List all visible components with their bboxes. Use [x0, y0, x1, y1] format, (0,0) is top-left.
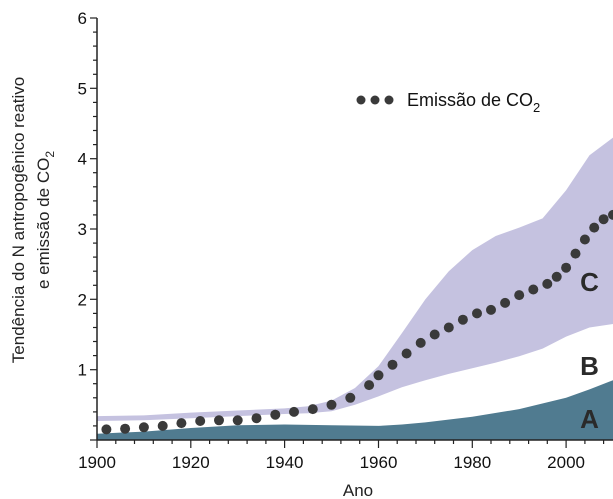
legend-dot-marker: [370, 95, 380, 105]
co2-emission-point: [387, 359, 398, 370]
region-label-a: A: [580, 404, 599, 434]
legend-dot-marker: [384, 95, 394, 105]
band-c-area: [97, 137, 613, 421]
legend-label-sub: 2: [533, 100, 540, 115]
co2-emission-point: [500, 297, 511, 308]
co2-emission-point: [364, 380, 375, 391]
co2-emission-point: [214, 415, 224, 426]
co2-emission-point: [570, 248, 581, 259]
y-tick-label: 2: [78, 290, 87, 309]
x-axis-ticks: 1900 1920 1940 1960 1980 2000: [78, 440, 605, 472]
y-tick-label: 1: [78, 361, 87, 380]
band-a-area: [97, 380, 613, 440]
x-tick-label: 2000: [547, 453, 585, 472]
chart-axes: 1 2 3 4 5 6 1900 1920 1940 1960 1980 2000: [78, 9, 613, 472]
y-axis-title-line1: Tendência do N antropogênico reativo: [9, 77, 28, 363]
region-labels: AB C: [580, 267, 599, 434]
co2-emission-point: [195, 416, 206, 426]
co2-emission-point: [401, 348, 412, 359]
y-axis-title-line2-sub: 2: [43, 151, 57, 158]
co2-emission-point: [528, 284, 539, 295]
legend-label-text: Emissão de CO: [407, 90, 533, 110]
co2-emission-point: [429, 329, 440, 340]
chart-bands: [97, 137, 613, 440]
x-tick-label: 1940: [266, 453, 304, 472]
co2-emission-point: [472, 308, 482, 319]
co2-emission-point: [542, 278, 553, 289]
co2-emission-point: [157, 420, 168, 431]
co2-emission-point: [608, 209, 613, 220]
co2-emission-point: [551, 271, 562, 282]
region-label-b: B: [580, 351, 599, 381]
x-tick-label: 1960: [360, 453, 398, 472]
co2-emission-point: [457, 314, 468, 325]
co2-emission-point: [232, 415, 243, 426]
co2-emission-point: [579, 234, 590, 245]
y-axis-title: Tendência do N antropogênico reativo e e…: [9, 77, 57, 363]
co2-emission-point: [486, 304, 496, 315]
legend-dot-marker: [356, 95, 366, 105]
co2-emission-point: [270, 409, 281, 420]
y-axis-ticks: 1 2 3 4 5 6: [78, 9, 97, 441]
co2-emission-point: [101, 424, 112, 435]
y-tick-label: 3: [78, 220, 87, 239]
co2-emission-point: [589, 222, 600, 233]
co2-emission-point: [326, 399, 337, 410]
y-axis-title-line2-text: e emissão de CO: [34, 158, 53, 289]
co2-emission-point: [289, 406, 299, 417]
co2-emission-point: [598, 214, 609, 225]
x-axis-title: Ano: [343, 481, 373, 499]
co2-emission-point: [443, 322, 454, 333]
co2-emission-point: [415, 337, 426, 348]
y-tick-label: 6: [78, 9, 87, 28]
co2-emission-point: [514, 290, 525, 301]
x-tick-label: 1920: [172, 453, 210, 472]
co2-emission-series: [101, 209, 613, 435]
co2-emission-point: [373, 370, 384, 381]
co2-emission-point: [120, 423, 131, 434]
y-tick-label: 5: [78, 79, 87, 98]
co2-emission-point: [561, 262, 572, 273]
y-tick-label: 4: [78, 150, 87, 169]
co2-emission-point: [345, 392, 356, 403]
co2-emission-point: [251, 413, 262, 424]
region-label-c: C: [580, 267, 599, 297]
x-tick-label: 1980: [453, 453, 491, 472]
chart-legend: Emissão de CO2: [356, 90, 540, 115]
co2-emission-point: [138, 422, 149, 433]
co2-emission-point: [307, 404, 318, 415]
y-axis-title-line2: e emissão de CO2: [34, 151, 57, 289]
legend-label: Emissão de CO2: [407, 90, 540, 115]
x-tick-label: 1900: [78, 453, 116, 472]
co2-emission-point: [176, 418, 187, 429]
